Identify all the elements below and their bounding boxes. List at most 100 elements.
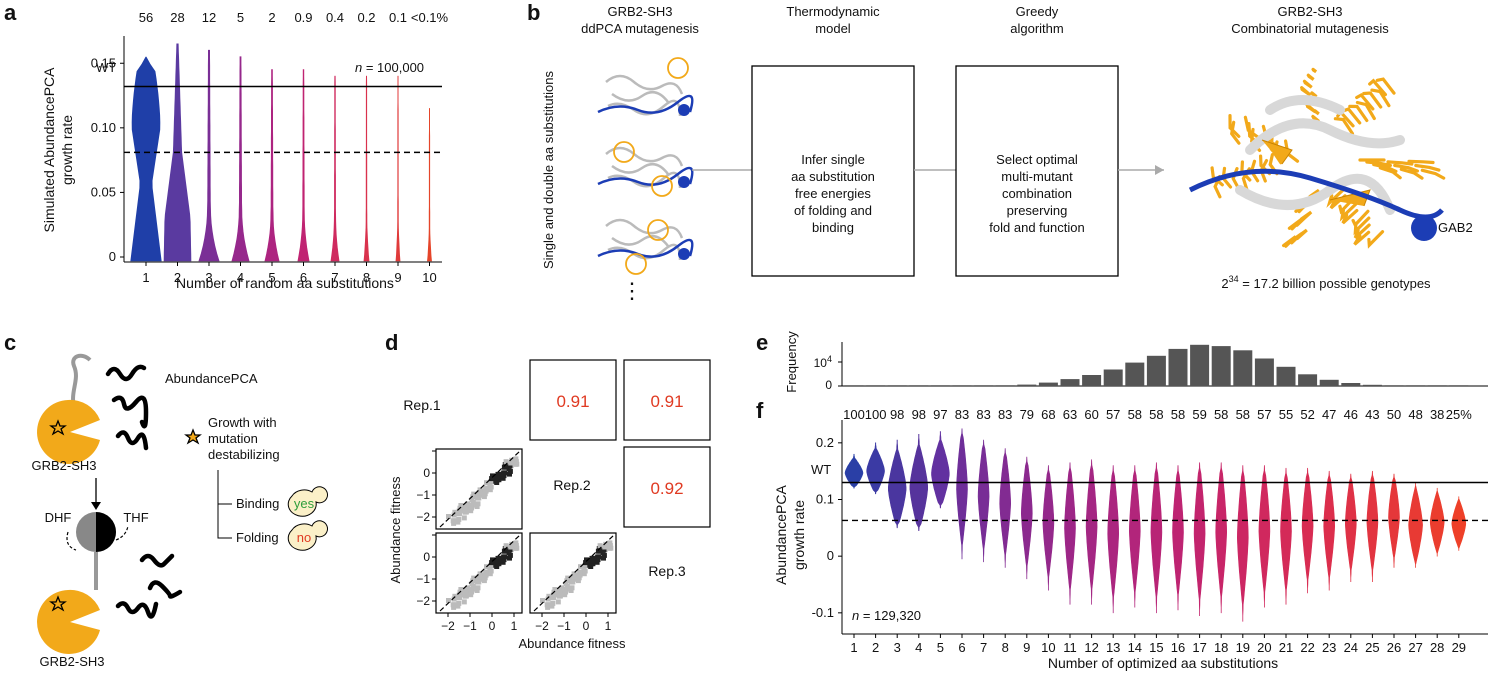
d-label-rep2: Rep.2 xyxy=(553,477,591,493)
d-hexbin-cell xyxy=(451,596,457,602)
d-hexbin-cell xyxy=(462,507,468,512)
d-hexbin-cell xyxy=(568,588,574,593)
d-hexbin-cell xyxy=(501,554,507,560)
e-bar xyxy=(1146,355,1166,387)
d-hexbin-cell xyxy=(500,475,506,481)
d-hexbin-cell xyxy=(507,547,513,553)
a-xtick-label: 8 xyxy=(363,270,370,285)
f-xtick-label: 20 xyxy=(1257,640,1271,655)
c-unfolded-chain-1 xyxy=(105,364,147,382)
d-hexbin-cell xyxy=(446,598,451,603)
d-hexbin-cell xyxy=(462,591,468,596)
b-step3-body-line: multi-mutant xyxy=(1001,169,1073,184)
d-hexbin-cell xyxy=(477,487,483,493)
a-violin xyxy=(363,75,370,262)
panel-b-genotypes-base: 2 xyxy=(1221,276,1228,291)
c-growth-text-line2: mutation xyxy=(208,431,258,446)
e-bar xyxy=(1341,383,1361,386)
c-dhfr-right xyxy=(96,512,116,552)
b-mutation-circle xyxy=(625,253,647,275)
d-hexbin-cell xyxy=(476,574,482,580)
f-top-percent-label: 48 xyxy=(1408,407,1422,422)
b-mutation-circle xyxy=(647,219,669,241)
d-xtick-label: 1 xyxy=(511,619,518,633)
panel-b-ellipsis: ⋮ xyxy=(621,278,643,303)
d-hexbin-cell xyxy=(471,575,477,581)
c-down-arrow-head xyxy=(91,502,101,510)
a-top-percent-label: 56 xyxy=(139,10,153,25)
a-ytick-label: 0.10 xyxy=(91,120,116,135)
f-y-axis-label-line1: AbundancePCA xyxy=(773,485,789,585)
panel-b-combinatorial-structure xyxy=(1188,67,1446,249)
d-hexbin-cell xyxy=(490,473,495,479)
panel-a-n-annotation: n = 100,000 xyxy=(355,60,424,75)
a-violin xyxy=(395,75,401,262)
f-top-percent-label: 58 xyxy=(1149,407,1163,422)
d-hexbin-cell xyxy=(481,488,486,494)
e-bar xyxy=(844,385,864,386)
f-top-percent-label: 55 xyxy=(1279,407,1293,422)
f-n-annotation: n = 129,320 xyxy=(852,608,921,623)
d-hexbin-cell xyxy=(468,586,474,592)
a-top-percent-label: 0.9 xyxy=(294,10,312,25)
a-top-percent-label: 2 xyxy=(268,10,275,25)
d-hexbin-cell xyxy=(488,568,494,574)
e-bar-chart xyxy=(838,342,1488,387)
f-violin xyxy=(1193,462,1206,616)
f-xtick-label: 28 xyxy=(1430,640,1444,655)
b-mutation-circle xyxy=(613,141,635,163)
e-bar xyxy=(1038,382,1058,386)
e-bar xyxy=(952,385,972,386)
f-ytick-label: 0 xyxy=(827,548,834,563)
f-wt-label: WT xyxy=(811,462,831,477)
a-xtick-label: 10 xyxy=(422,270,436,285)
f-xtick-label: 23 xyxy=(1322,640,1336,655)
f-xtick-label: 21 xyxy=(1279,640,1293,655)
d-hexbin-cell xyxy=(565,575,571,581)
f-xtick-label: 1 xyxy=(850,640,857,655)
d-hexbin-cell xyxy=(602,544,608,550)
d-hexbin-cell xyxy=(601,547,607,553)
f-xtick-label: 2 xyxy=(872,640,879,655)
b-peptide-helix xyxy=(678,248,690,260)
panel-c: c GRB2-SH3 AbundancePCA Growth with muta… xyxy=(4,330,328,669)
f-top-percent-label: 43 xyxy=(1365,407,1379,422)
d-xtick-label: −1 xyxy=(463,619,477,633)
e-bar xyxy=(909,385,929,386)
f-violin xyxy=(1085,459,1098,605)
d-hexbin-cell xyxy=(563,581,569,587)
d-hexbin-cell xyxy=(476,490,482,496)
d-hexbin-cell xyxy=(601,555,606,561)
f-violin xyxy=(1236,465,1249,622)
f-violin xyxy=(1215,462,1228,614)
b-step3-body-line: combination xyxy=(1002,186,1072,201)
d-hexbin-cell xyxy=(463,588,469,594)
f-xtick-label: 29 xyxy=(1452,640,1466,655)
d-hexbin-cell xyxy=(494,480,500,485)
a-xtick-label: 6 xyxy=(300,270,307,285)
b-step3-body-line: fold and function xyxy=(989,220,1084,235)
f-top-percent-label: 25% xyxy=(1446,407,1472,422)
f-top-percent-label: 100 xyxy=(843,407,865,422)
d-hexbin-cell xyxy=(507,471,512,477)
d-hexbin-cell xyxy=(557,588,563,594)
f-y-axis-label-line2: growth rate xyxy=(791,500,807,570)
panel-a-n-value: = 100,000 xyxy=(362,60,424,75)
c-thf-label: THF xyxy=(123,510,148,525)
c-thf-arrow xyxy=(115,525,129,541)
d-hexbin-cell xyxy=(463,504,469,510)
d-hexbin-cell xyxy=(559,585,565,591)
d-hexbin-cell xyxy=(465,501,471,507)
d-hexbin-cell xyxy=(582,562,588,568)
d-hexbin-cell xyxy=(570,574,576,580)
d-hexbin-cell xyxy=(470,584,476,589)
d-hexbin-cell xyxy=(588,564,594,569)
b-small-structure xyxy=(597,57,694,117)
f-violin xyxy=(1020,456,1033,580)
f-top-percent-label: 83 xyxy=(998,407,1012,422)
f-xtick-label: 10 xyxy=(1041,640,1055,655)
d-hexbin-cell xyxy=(562,586,568,592)
f-violin xyxy=(1280,467,1292,605)
d-hexbin-cell xyxy=(450,518,456,524)
d-hexbin-cell xyxy=(469,581,475,587)
